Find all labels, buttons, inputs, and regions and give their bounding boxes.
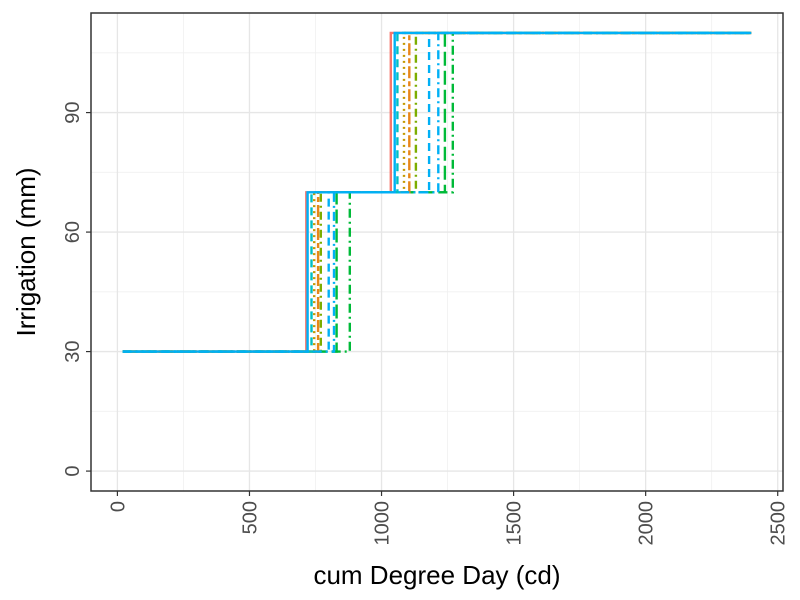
x-tick-label: 2500 [768, 501, 790, 546]
tick-layer: 0 500 1000 1500 2000 2500 0 30 60 90 [62, 101, 790, 545]
y-tick-label: 30 [62, 340, 84, 362]
series-line-5 [122, 31, 752, 353]
series-line-2 [122, 31, 752, 353]
series-line-8 [122, 31, 752, 353]
x-tick-label: 1500 [504, 501, 526, 546]
x-tick-label: 500 [239, 501, 261, 534]
series-layer [122, 31, 752, 353]
y-tick-label: 60 [62, 221, 84, 243]
grid-layer [91, 13, 783, 491]
series-line-9 [122, 31, 752, 353]
series-line-10 [122, 31, 752, 353]
x-tick-label: 1000 [372, 501, 394, 546]
series-line-7 [122, 31, 752, 353]
x-tick-label: 0 [107, 501, 129, 512]
panel-border [90, 12, 784, 492]
series-line-3 [122, 31, 752, 353]
x-axis-title: cum Degree Day (cd) [313, 560, 560, 590]
y-axis-title: Irrigation (mm) [11, 167, 41, 336]
series-line-4 [122, 31, 752, 353]
series-line-1 [122, 31, 752, 353]
y-tick-label: 90 [62, 101, 84, 123]
series-line-6 [122, 31, 752, 353]
x-tick-label: 2000 [636, 501, 658, 546]
y-tick-label: 0 [62, 466, 84, 477]
